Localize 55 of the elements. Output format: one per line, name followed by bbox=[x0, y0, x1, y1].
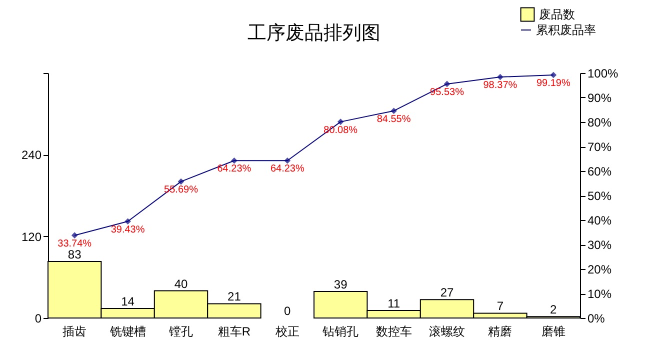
point bbox=[444, 80, 450, 88]
y2-tick-label: 10% bbox=[588, 287, 612, 301]
x-tick-label: 镗孔 bbox=[168, 324, 193, 338]
point bbox=[497, 74, 504, 80]
y-tick-label: 120 bbox=[21, 230, 42, 244]
y2-tick-label: 60% bbox=[588, 164, 612, 178]
data-label: 95.53% bbox=[430, 86, 464, 98]
data-label: 2 bbox=[550, 302, 558, 317]
x-tick-label: 磨锥 bbox=[541, 324, 566, 338]
point bbox=[124, 218, 131, 225]
data-label: 11 bbox=[388, 296, 400, 311]
y-tick-label: 0 bbox=[34, 312, 42, 326]
x-tick-label: 滚螺纹 bbox=[429, 324, 465, 338]
y-tick-label: 240 bbox=[21, 148, 42, 162]
x-tick-label: 数控车 bbox=[376, 324, 412, 338]
point bbox=[231, 157, 238, 164]
point bbox=[337, 118, 344, 125]
y2-tick-label: 0% bbox=[588, 312, 606, 326]
point bbox=[178, 178, 184, 185]
y2-tick-label: 20% bbox=[588, 262, 612, 276]
point bbox=[550, 72, 557, 78]
legend-label: 累积废品率 bbox=[536, 23, 596, 37]
chart-title: 工序废品排列图 bbox=[248, 22, 380, 44]
x-tick-label: 校正 bbox=[274, 324, 300, 338]
legend-label: 废品数 bbox=[539, 8, 575, 22]
point bbox=[71, 232, 78, 238]
y2-tick-label: 100% bbox=[588, 66, 619, 80]
y2-tick-label: 80% bbox=[588, 116, 612, 130]
data-label: 39 bbox=[334, 277, 348, 292]
data-label: 7 bbox=[496, 299, 504, 314]
data-label: 84.55% bbox=[376, 114, 411, 125]
data-label: 64.23% bbox=[270, 164, 304, 175]
x-tick-label: 铣键槽 bbox=[108, 324, 146, 338]
data-label: 40 bbox=[174, 276, 188, 291]
point bbox=[284, 157, 291, 164]
data-label: 99.19% bbox=[536, 78, 570, 89]
data-label: 98.37% bbox=[483, 80, 518, 91]
y2-tick-label: 30% bbox=[588, 238, 612, 252]
y2-tick-label: 40% bbox=[588, 214, 612, 228]
x-tick-label: 精磨 bbox=[488, 324, 512, 338]
data-label: 64.23% bbox=[217, 164, 252, 175]
x-tick-label: 粗车R bbox=[218, 324, 251, 338]
data-label: 14 bbox=[121, 294, 135, 308]
x-tick-label: 钻销孔 bbox=[322, 324, 359, 338]
data-label: 21 bbox=[228, 290, 242, 304]
y2-tick-label: 70% bbox=[588, 140, 612, 154]
data-label: 83 bbox=[68, 248, 82, 262]
y2-tick-label: 90% bbox=[588, 91, 612, 105]
data-label: 39.43% bbox=[110, 224, 145, 236]
point bbox=[390, 108, 397, 114]
x-tick-label: 插齿 bbox=[62, 324, 87, 338]
data-label: 27 bbox=[440, 286, 454, 300]
data-label: 0 bbox=[284, 304, 292, 318]
data-label: 33.74% bbox=[58, 238, 92, 250]
y2-tick-label: 50% bbox=[588, 189, 612, 203]
